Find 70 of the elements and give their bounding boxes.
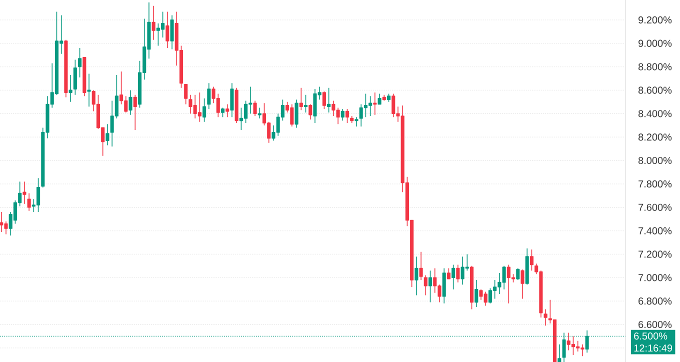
candlestick: [234, 87, 238, 124]
candlestick: [456, 264, 460, 283]
candlestick: [27, 192, 31, 212]
candlestick: [428, 270, 432, 303]
candlestick: [64, 39, 68, 98]
candlestick: [170, 14, 174, 50]
candlestick: [226, 104, 230, 118]
y-tick-label: 7.400%: [638, 227, 672, 234]
candlestick: [230, 82, 234, 118]
candlestick: [516, 268, 520, 280]
candlestick: [322, 90, 326, 110]
y-tick-label: 8.800%: [638, 63, 672, 70]
candlestick: [340, 108, 344, 122]
y-tick-label: 6.800%: [638, 298, 672, 305]
candlestick: [299, 87, 303, 111]
candlestick: [452, 264, 456, 290]
candlestick: [220, 107, 225, 118]
candlestick: [558, 344, 562, 362]
candlestick: [470, 266, 474, 310]
candlestick: [525, 248, 529, 286]
candlestick: [166, 11, 170, 48]
candlestick: [82, 57, 86, 96]
candlestick: [133, 94, 137, 130]
candlestick: [184, 84, 188, 105]
candlestick: [414, 256, 418, 296]
candlestick: [253, 100, 257, 116]
candlestick: [474, 280, 478, 308]
y-tick-label: 8.600%: [638, 86, 672, 94]
candlestick: [530, 249, 534, 272]
candlestick: [202, 98, 206, 122]
candlestick: [152, 5, 156, 40]
candlestick: [442, 268, 446, 304]
text: 12:16:49: [634, 344, 672, 352]
ref-line-label: 6.500%: [634, 332, 668, 340]
candlestick: [571, 336, 576, 356]
candlestick: [198, 92, 202, 122]
y-tick-label: 8.200%: [638, 134, 672, 141]
y-tick-label: 9.200%: [638, 16, 672, 24]
candlestick: [378, 93, 382, 105]
y-tick-label: 9.000%: [638, 40, 672, 47]
candlestick: [382, 94, 386, 102]
candlestick: [128, 90, 132, 116]
y-tick-label: 8.000%: [638, 156, 672, 164]
candlestick: [354, 116, 358, 127]
y-tick-label: 7.200%: [638, 250, 672, 258]
candlestick: [294, 99, 298, 128]
candlestick: [22, 181, 26, 204]
candlestick: [386, 93, 391, 102]
candlestick: [350, 116, 354, 124]
candlestick: [446, 268, 450, 280]
y-tick-label: 6.600%: [638, 320, 672, 328]
y-tick-label: 7.600%: [638, 204, 672, 211]
candlestick: [68, 74, 72, 102]
candlestick: [78, 48, 82, 78]
candlestick: [308, 104, 312, 120]
candlestick: [520, 269, 524, 300]
candlestick: [258, 107, 262, 119]
y-tick-label: 7.000%: [638, 274, 672, 282]
candlestick: [87, 73, 91, 108]
candlestick: [73, 59, 77, 96]
candlestick: [106, 124, 110, 146]
candlestick: [544, 308, 548, 326]
candlestick: [327, 87, 331, 113]
candlestick: [373, 92, 377, 116]
candlestick: [304, 94, 308, 113]
candlestick: [419, 251, 423, 280]
y-tick-label: 8.400%: [638, 110, 672, 118]
y-tick-label: 7.800%: [638, 180, 672, 188]
candlestick: [207, 82, 211, 110]
candlestick: [345, 108, 350, 124]
